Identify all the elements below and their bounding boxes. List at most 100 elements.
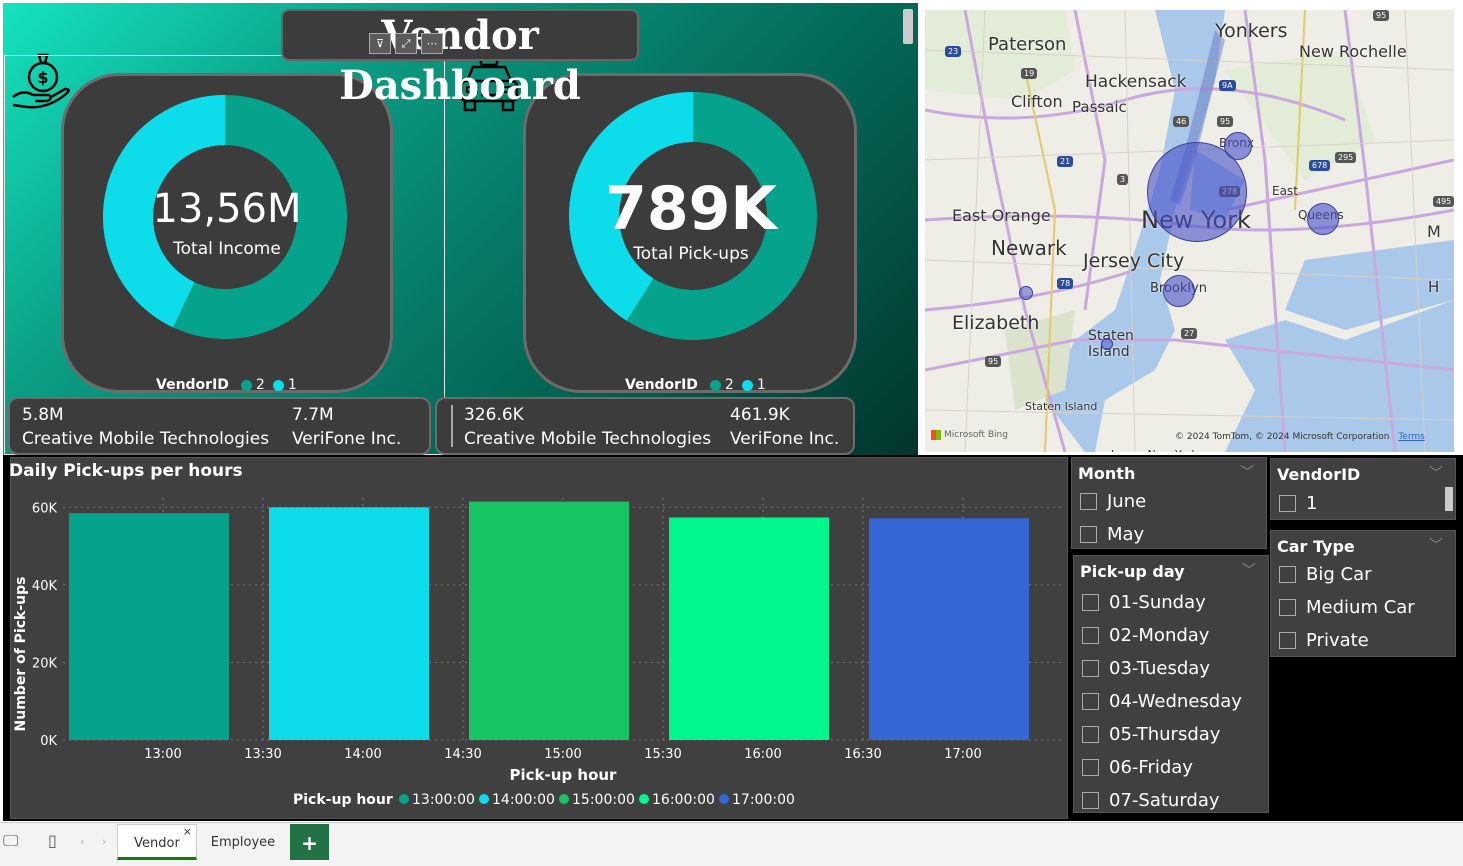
desktop-view-icon[interactable]: 🖵 <box>3 831 19 850</box>
checkbox[interactable] <box>1082 627 1099 644</box>
chart-title: Daily Pick-ups per hours <box>9 461 243 481</box>
map-bubble-new-york[interactable] <box>1147 142 1247 242</box>
income-vendor-breakdown[interactable]: 5.8M Creative Mobile Technologies 7.7M V… <box>8 397 431 455</box>
money-bag-icon: $ <box>12 53 70 109</box>
legend-dot-vendor-2 <box>709 379 721 391</box>
income-card[interactable]: 13,56M Total Income <box>61 73 393 393</box>
checkbox[interactable] <box>1080 526 1097 543</box>
bar-150000[interactable] <box>469 501 629 740</box>
pickups-vendor-breakdown[interactable]: 326.6K Creative Mobile Technologies 461.… <box>435 397 855 455</box>
chevron-down-icon[interactable]: ﹀ <box>1242 563 1256 579</box>
more-options-icon[interactable]: ⋯ <box>421 33 443 54</box>
legend-item-vendor-2[interactable]: 2 <box>724 377 734 393</box>
legend-item[interactable]: 16:00:00 <box>652 792 715 808</box>
map-label: H <box>1428 278 1440 296</box>
map-label: M <box>1427 222 1441 241</box>
slicer-item-monday[interactable]: 02-Monday <box>1082 625 1209 646</box>
vendor-slicer[interactable]: VendorID ﹀ 1 <box>1270 458 1456 520</box>
slicer-item-sunday[interactable]: 01-Sunday <box>1082 592 1206 613</box>
map-label: Newark <box>991 236 1067 260</box>
slicer-item-medium-car[interactable]: Medium Car <box>1279 597 1415 618</box>
slicer-item-may[interactable]: May <box>1080 524 1144 545</box>
bar-140000[interactable] <box>269 507 429 740</box>
chevron-down-icon[interactable]: ﹀ <box>1429 538 1443 554</box>
slicer-item-thursday[interactable]: 05-Thursday <box>1082 724 1220 745</box>
checkbox[interactable] <box>1082 792 1099 809</box>
donut-segment-vendor-1[interactable] <box>102 94 348 340</box>
map-label: Hackensack <box>1085 72 1187 92</box>
pickups-value: 789K <box>605 174 777 244</box>
vendor-b-name: VeriFone Inc. <box>730 429 840 449</box>
map-visual[interactable]: Paterson Yonkers New Rochelle Hackensack Cli… <box>925 10 1454 452</box>
checkbox[interactable] <box>1082 693 1099 710</box>
map-bubble-newark[interactable] <box>1019 286 1033 300</box>
donut-segment-vendor-1[interactable] <box>568 91 818 341</box>
bar-chart[interactable]: 0K 20K 40K 60K 13:00 13:30 14:00 14:30 15:00 15:3… <box>11 458 1067 818</box>
checkbox[interactable] <box>1279 495 1296 512</box>
slicer-item-june[interactable]: June <box>1080 491 1146 512</box>
filter-icon[interactable]: ⊽ <box>369 33 391 54</box>
pickups-donut[interactable] <box>568 91 818 341</box>
tab-employee[interactable]: Employee <box>197 824 289 860</box>
checkbox[interactable] <box>1279 566 1296 583</box>
close-icon[interactable]: × <box>182 825 192 838</box>
legend-item-vendor-1[interactable]: 1 <box>287 377 297 393</box>
map-bubble-queens[interactable] <box>1307 203 1339 235</box>
checkbox[interactable] <box>1279 632 1296 649</box>
slicer-item-vendor-1[interactable]: 1 <box>1279 493 1317 514</box>
highway-shield: 678 <box>1309 160 1331 171</box>
legend-item[interactable]: 13:00:00 <box>412 792 475 808</box>
terms-link[interactable]: Terms <box>1398 432 1425 442</box>
bing-label: Microsoft Bing <box>944 430 1008 440</box>
mobile-view-icon[interactable]: ▯ <box>48 831 57 850</box>
slicer-item-tuesday[interactable]: 03-Tuesday <box>1082 658 1210 679</box>
checkbox[interactable] <box>1080 493 1097 510</box>
checkbox[interactable] <box>1082 726 1099 743</box>
checkbox[interactable] <box>1082 759 1099 776</box>
bar-160000[interactable] <box>669 517 829 740</box>
slicer-item-saturday[interactable]: 07-Saturday <box>1082 790 1220 811</box>
checkbox[interactable] <box>1279 599 1296 616</box>
legend-item-vendor-2[interactable]: 2 <box>255 377 265 393</box>
legend-item[interactable]: 14:00:00 <box>492 792 555 808</box>
income-legend: VendorID 2 1 <box>156 377 297 393</box>
legend-item[interactable]: 17:00:00 <box>732 792 795 808</box>
bar-130000[interactable] <box>69 513 229 740</box>
add-page-button[interactable]: + <box>290 824 329 860</box>
vendor-a-name: Creative Mobile Technologies <box>22 429 270 449</box>
car-type-slicer[interactable]: Car Type ﹀ Big Car Medium Car Private <box>1270 530 1456 657</box>
focus-mode-icon[interactable]: ⤢ <box>395 33 417 54</box>
checkbox[interactable] <box>1082 660 1099 677</box>
scrollbar-thumb[interactable] <box>903 9 913 44</box>
x-tick-label: 16:30 <box>844 747 881 762</box>
map-label: Staten Island <box>1025 400 1098 413</box>
slicer-item-big-car[interactable]: Big Car <box>1279 564 1372 585</box>
highway-shield: 95 <box>985 356 1002 367</box>
pickups-card[interactable]: 789K Total Pick-ups <box>523 73 857 393</box>
legend-item-vendor-1[interactable]: 1 <box>756 377 766 393</box>
map-bubble-brooklyn[interactable] <box>1163 275 1195 307</box>
checkbox[interactable] <box>1082 594 1099 611</box>
pickup-day-slicer[interactable]: Pick-up day ﹀ 01-Sunday 02-Monday 03-Tue… <box>1073 555 1269 813</box>
map-label: New Rochelle <box>1299 42 1407 61</box>
slicer-scrollbar[interactable] <box>1445 487 1453 511</box>
month-slicer[interactable]: Month ﹀ June May <box>1071 457 1267 549</box>
vendor-a-pickups: 326.6K <box>464 405 524 425</box>
legend-item[interactable]: 15:00:00 <box>572 792 635 808</box>
chevron-right-icon[interactable]: › <box>102 835 107 848</box>
pickups-chart-panel[interactable]: Daily Pick-ups per hours 0K 20K 40K 60K 13:0… <box>9 457 1068 819</box>
legend-dot <box>399 794 409 804</box>
highway-shield: 21 <box>1057 156 1074 167</box>
income-donut[interactable] <box>102 94 348 340</box>
vendor-a-name: Creative Mobile Technologies <box>464 429 712 449</box>
chevron-down-icon[interactable]: ﹀ <box>1240 465 1254 481</box>
tab-vendor[interactable]: Vendor × <box>117 824 197 860</box>
chevron-down-icon[interactable]: ﹀ <box>1429 466 1443 482</box>
slicer-item-wednesday[interactable]: 04-Wednesday <box>1082 691 1242 712</box>
chevron-left-icon[interactable]: ‹ <box>80 835 85 848</box>
slicer-item-private[interactable]: Private <box>1279 630 1369 651</box>
map-bubble-bronx[interactable] <box>1224 132 1252 160</box>
map-bubble-staten[interactable] <box>1101 338 1113 350</box>
slicer-item-friday[interactable]: 06-Friday <box>1082 757 1193 778</box>
bar-170000[interactable] <box>869 518 1029 740</box>
